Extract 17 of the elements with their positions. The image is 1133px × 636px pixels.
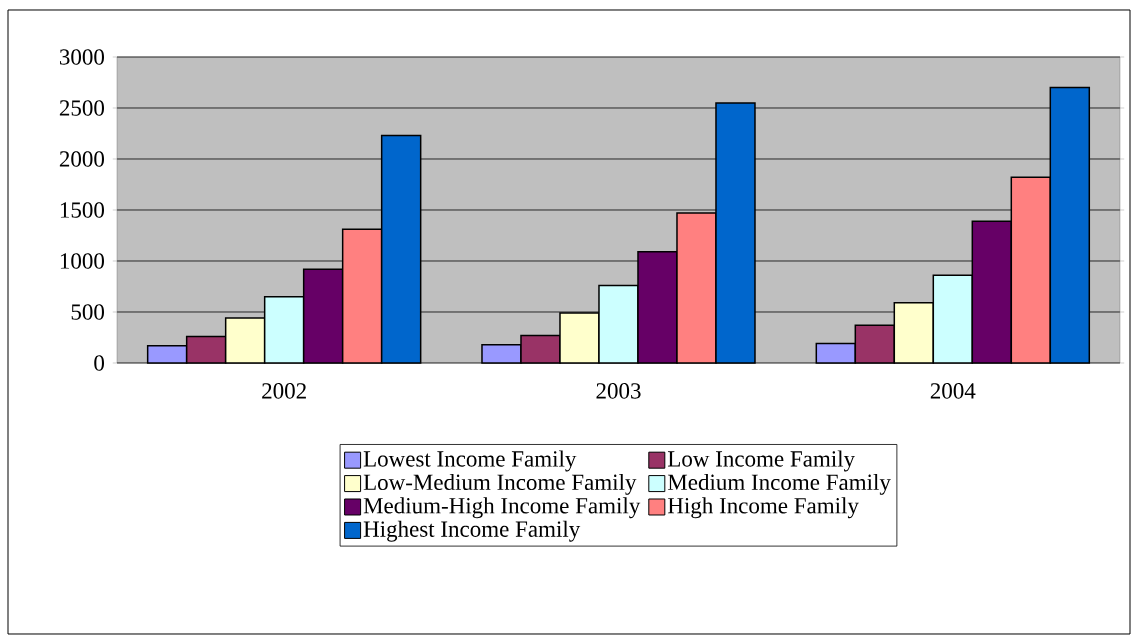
legend-label: Low Income Family	[667, 450, 856, 472]
legend-label: Low-Medium Income Family	[363, 473, 637, 495]
y-tick-label: 1500	[60, 202, 105, 218]
x-tick-label: 2004	[930, 383, 976, 399]
y-tick-label: 3000	[59, 49, 105, 65]
legend-label: Highest Income Family	[363, 520, 581, 542]
legend-label: High Income Family	[667, 497, 859, 519]
y-tick-label: 1000	[60, 253, 105, 269]
y-tick-label: 0	[94, 355, 105, 371]
legend-label: Lowest Income Family	[363, 450, 577, 472]
y-tick-label: 2500	[59, 100, 105, 116]
x-tick-label: 2003	[596, 383, 641, 399]
y-tick-label: 2000	[59, 151, 105, 167]
legend-label: Medium Income Family	[667, 473, 891, 495]
x-tick-label: 2002	[262, 383, 306, 399]
y-tick-label: 500	[71, 304, 105, 320]
legend-label: Medium-High Income Family	[363, 497, 641, 519]
